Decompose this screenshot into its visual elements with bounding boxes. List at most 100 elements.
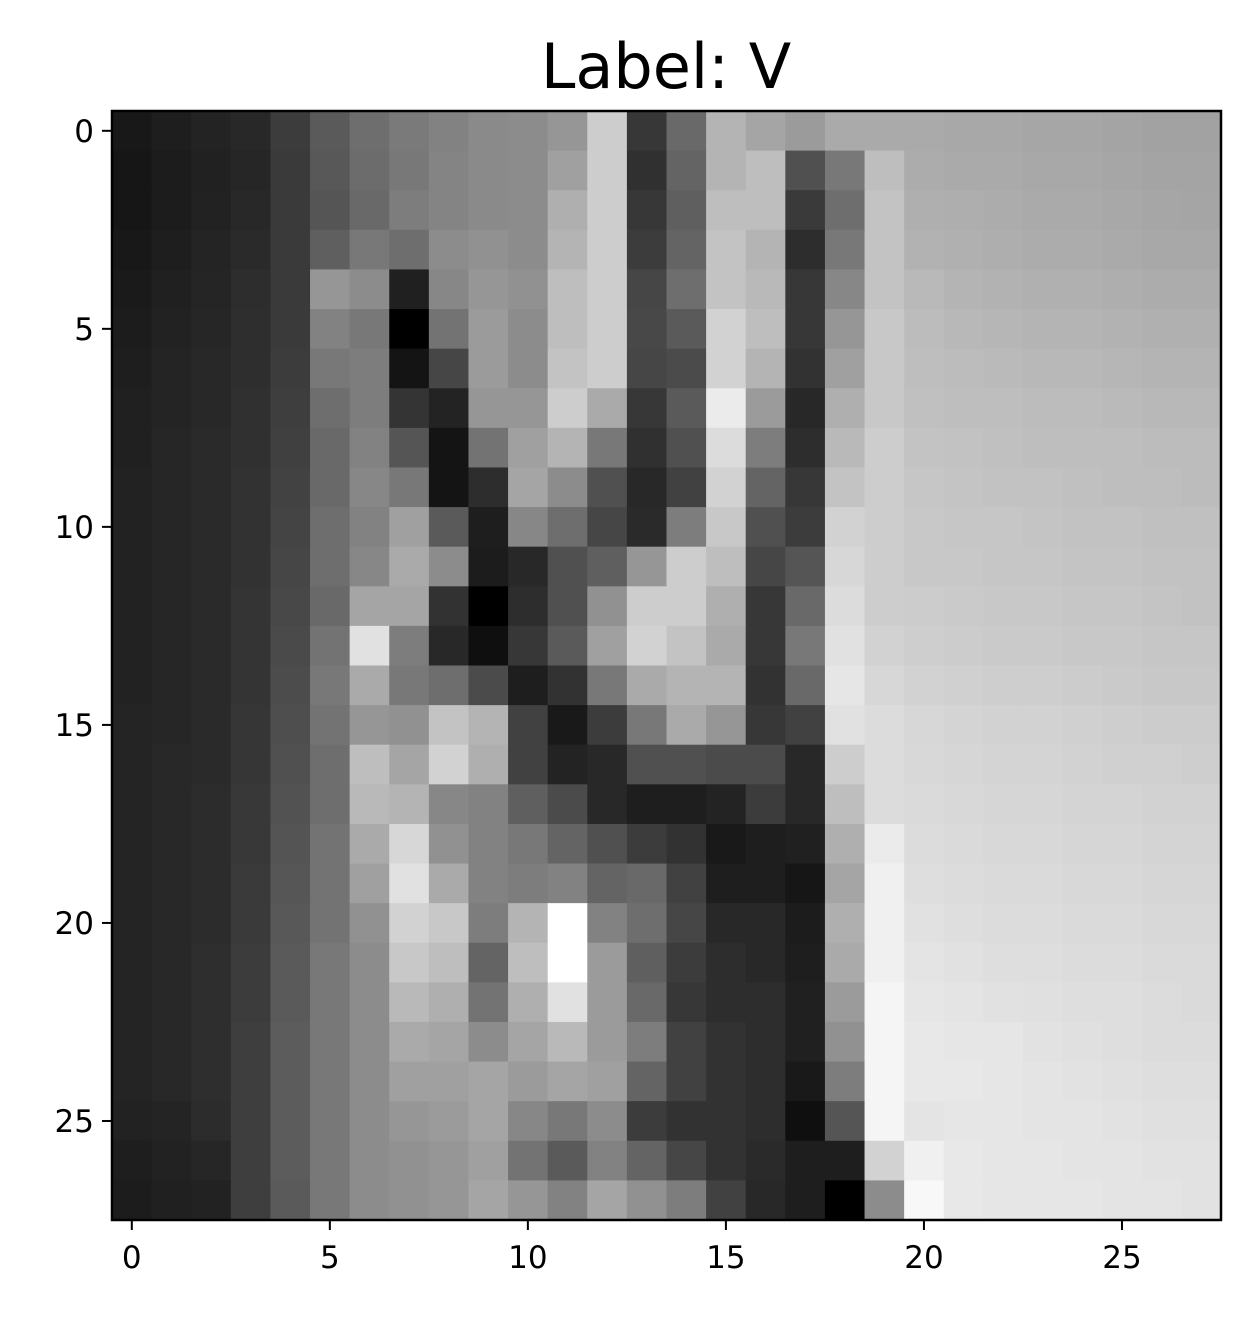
heatmap-cell xyxy=(191,942,232,983)
heatmap-cell xyxy=(112,388,153,429)
heatmap-cell xyxy=(547,665,588,706)
heatmap-cell xyxy=(508,1021,549,1063)
heatmap-cell xyxy=(349,982,390,1023)
heatmap-cell xyxy=(983,229,1024,271)
heatmap-cell xyxy=(824,665,866,706)
heatmap-cell xyxy=(706,586,747,627)
heatmap-cell xyxy=(1141,1180,1182,1221)
heatmap-cell xyxy=(943,1061,984,1102)
x-axis: 0 5 10 15 20 25 xyxy=(122,1220,1142,1276)
heatmap-cell xyxy=(468,111,509,152)
heatmap-cell xyxy=(983,1101,1024,1142)
heatmap-cell xyxy=(112,348,153,389)
heatmap-cell xyxy=(864,982,905,1023)
heatmap-cell xyxy=(191,190,232,231)
heatmap-cell xyxy=(706,150,747,191)
heatmap-cell xyxy=(508,467,549,508)
heatmap-cell xyxy=(745,348,786,389)
heatmap-cell xyxy=(785,111,826,152)
heatmap-cell xyxy=(745,1061,786,1102)
heatmap-cell xyxy=(151,507,192,548)
heatmap-cell xyxy=(587,309,628,350)
heatmap-cell xyxy=(745,111,786,152)
heatmap-cell xyxy=(151,427,192,469)
heatmap-cell xyxy=(191,1061,232,1102)
heatmap-cell xyxy=(626,190,668,231)
heatmap-cell xyxy=(666,903,707,944)
heatmap-cell xyxy=(428,784,470,825)
heatmap-cell xyxy=(310,586,351,627)
heatmap-cell xyxy=(310,1101,351,1142)
heatmap-cell xyxy=(904,150,945,191)
heatmap-cell xyxy=(785,784,826,825)
heatmap-cell xyxy=(191,982,232,1023)
y-tick-label: 0 xyxy=(74,114,94,150)
heatmap-cell xyxy=(508,982,549,1023)
heatmap-cell xyxy=(1181,586,1222,627)
heatmap-cell xyxy=(112,546,153,587)
heatmap-cell xyxy=(1102,1021,1143,1063)
heatmap-cell xyxy=(626,467,668,508)
heatmap-cell xyxy=(824,546,866,587)
heatmap-cell xyxy=(983,111,1024,152)
heatmap-cell xyxy=(1062,982,1103,1023)
heatmap-cell xyxy=(706,507,747,548)
heatmap-cell xyxy=(983,269,1024,310)
heatmap-cell xyxy=(547,784,588,825)
heatmap-cell xyxy=(349,309,390,350)
heatmap-cell xyxy=(1141,1061,1182,1102)
heatmap-cell xyxy=(310,150,351,191)
heatmap-cell xyxy=(508,309,549,350)
heatmap-cell xyxy=(864,427,905,469)
heatmap-cell xyxy=(1062,1140,1103,1181)
heatmap-cell xyxy=(1022,1140,1064,1181)
heatmap-cell xyxy=(666,942,707,983)
heatmap-cell xyxy=(230,348,272,389)
heatmap-cell xyxy=(428,546,470,587)
heatmap-cell xyxy=(468,309,509,350)
heatmap-cell xyxy=(706,546,747,587)
heatmap-cell xyxy=(389,1180,430,1221)
heatmap-cell xyxy=(389,942,430,983)
heatmap-cell xyxy=(270,1021,311,1063)
heatmap-cell xyxy=(230,111,272,152)
heatmap-cell xyxy=(587,388,628,429)
heatmap-cell xyxy=(310,784,351,825)
heatmap-cell xyxy=(468,1140,509,1181)
heatmap-cell xyxy=(824,903,866,944)
heatmap-cell xyxy=(864,1061,905,1102)
y-axis: 0 5 10 15 20 25 xyxy=(55,114,112,1140)
heatmap-cell xyxy=(310,863,351,904)
heatmap-cell xyxy=(1062,269,1103,310)
heatmap-cell xyxy=(1181,111,1222,152)
heatmap-cell xyxy=(112,784,153,825)
heatmap-cell xyxy=(349,942,390,983)
heatmap-cell xyxy=(983,863,1024,904)
heatmap-cell xyxy=(151,586,192,627)
heatmap-cell xyxy=(310,1180,351,1221)
heatmap-cell xyxy=(428,982,470,1023)
heatmap-cell xyxy=(864,903,905,944)
heatmap-cell xyxy=(943,309,984,350)
heatmap-cell xyxy=(547,467,588,508)
heatmap-cell xyxy=(1102,1180,1143,1221)
heatmap-cell xyxy=(983,823,1024,865)
heatmap-cell xyxy=(112,427,153,469)
heatmap-cell xyxy=(943,942,984,983)
heatmap-cell xyxy=(230,309,272,350)
heatmap-cell xyxy=(864,111,905,152)
heatmap-cell xyxy=(468,942,509,983)
heatmap-cell xyxy=(349,190,390,231)
heatmap-cell xyxy=(785,269,826,310)
heatmap-cell xyxy=(785,903,826,944)
heatmap-cell xyxy=(230,665,272,706)
heatmap-cell xyxy=(666,1140,707,1181)
heatmap-cell xyxy=(349,229,390,271)
heatmap-cell xyxy=(864,388,905,429)
heatmap-cell xyxy=(587,744,628,785)
heatmap-cell xyxy=(389,903,430,944)
heatmap-cell xyxy=(428,586,470,627)
heatmap-cell xyxy=(864,863,905,904)
heatmap-cell xyxy=(191,1140,232,1181)
heatmap-cell xyxy=(508,744,549,785)
